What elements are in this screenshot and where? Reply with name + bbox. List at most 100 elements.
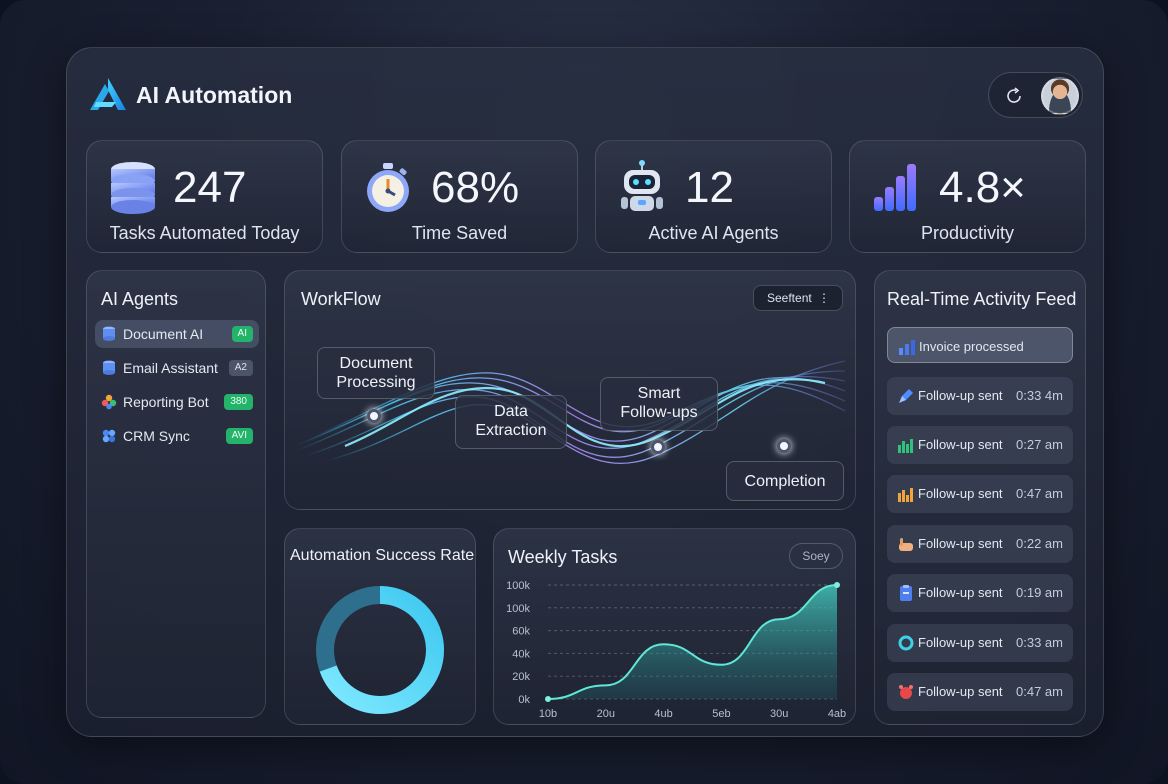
series-line xyxy=(547,584,838,700)
stat-value: 247 xyxy=(173,163,247,212)
agent-item-crm-sync[interactable]: CRM Sync AVI xyxy=(95,422,259,450)
database-icon xyxy=(103,326,115,341)
green-chart-icon xyxy=(898,439,913,453)
agent-item-email-assistant[interactable]: Email Assistant A2 xyxy=(95,354,259,382)
refresh-icon[interactable] xyxy=(1003,85,1025,107)
x-tick-label: 4ab xyxy=(828,708,846,720)
success-donut xyxy=(316,586,444,714)
pen-icon xyxy=(899,389,913,403)
feed-time: 0:22 am xyxy=(1016,536,1063,551)
feed-label: Follow-up sent xyxy=(918,536,1003,551)
y-tick-label: 100k xyxy=(506,603,530,615)
panel-title: Weekly Tasks xyxy=(508,547,618,567)
y-tick-label: 100k xyxy=(506,580,530,592)
x-tick-label: 30u xyxy=(770,708,788,720)
stat-label: Active AI Agents xyxy=(648,223,779,243)
database-icon xyxy=(111,162,155,214)
weekly-tasks-panel: Weekly Tasks Soey 0k 20k 40k 60k 100k 100k 10b… xyxy=(493,528,856,725)
x-tick-label: 4ub xyxy=(654,708,672,720)
agent-badge: 380 xyxy=(224,394,253,410)
feed-item[interactable]: Follow-up sent 0:19 am xyxy=(887,574,1073,612)
feed-item[interactable]: Invoice processed xyxy=(887,327,1073,363)
bar-chart-icon xyxy=(899,340,915,355)
workflow-node[interactable]: Document Processing xyxy=(317,347,435,399)
data-point xyxy=(834,582,840,588)
bar-chart-icon xyxy=(874,164,916,211)
area-fill xyxy=(548,585,837,699)
database-icon xyxy=(103,360,115,375)
feed-label: Follow-up sent xyxy=(918,437,1003,452)
workflow-step-dot xyxy=(367,409,381,423)
avatar[interactable] xyxy=(1041,77,1079,115)
workflow-step-dot xyxy=(651,440,665,454)
agent-badge: A2 xyxy=(228,360,253,376)
hand-icon xyxy=(899,538,913,551)
agent-badge: AVI xyxy=(225,428,253,444)
activity-feed-panel: Real-Time Activity Feed Invoice processe… xyxy=(874,270,1086,725)
chart-filter-button[interactable]: Soey xyxy=(789,543,843,569)
stat-card-tasks: 247 Tasks Automated Today xyxy=(86,140,323,253)
app-title: AI Automation xyxy=(136,82,293,108)
weekly-tasks-chart: 0k 20k 40k 60k 100k 100k 10b 20u 4ub 5eb 30u 4ab xyxy=(506,580,846,720)
stopwatch-icon xyxy=(367,163,409,212)
workflow-node[interactable]: Data Extraction xyxy=(455,395,567,449)
feed-item[interactable]: Follow-up sent 0:47 am xyxy=(887,673,1073,711)
workflow-node[interactable]: Completion xyxy=(726,461,844,501)
panel-title: WorkFlow xyxy=(301,289,381,309)
stat-card-agents: 12 Active AI Agents xyxy=(595,140,832,253)
stat-value: 4.8× xyxy=(939,163,1026,212)
feed-label: Follow-up sent xyxy=(918,585,1003,600)
stat-label: Tasks Automated Today xyxy=(109,223,300,243)
workflow-step-dot xyxy=(777,439,791,453)
stat-card-time: 68% Time Saved xyxy=(341,140,578,253)
agent-name: Email Assistant xyxy=(123,360,218,376)
agents-panel: AI Agents Document AI AI Email Assistant… xyxy=(86,270,266,718)
feed-label: Follow-up sent xyxy=(918,684,1003,699)
stat-value: 12 xyxy=(685,163,734,212)
feed-time: 0:33 4m xyxy=(1016,388,1063,403)
data-point xyxy=(545,696,551,702)
feed-item[interactable]: Follow-up sent 0:47 am xyxy=(887,475,1073,513)
feed-label: Follow-up sent xyxy=(918,388,1003,403)
robot-icon xyxy=(621,160,663,211)
workflow-node[interactable]: Smart Follow-ups xyxy=(600,377,718,431)
workflow-select[interactable]: Seeftent ⋮ xyxy=(753,285,843,311)
feed-item[interactable]: Follow-up sent 0:33 4m xyxy=(887,377,1073,415)
ring-icon xyxy=(898,635,914,651)
y-tick-label: 40k xyxy=(512,648,530,660)
feed-time: 0:19 am xyxy=(1016,585,1063,600)
stat-label: Productivity xyxy=(920,223,1015,243)
feed-label: Follow-up sent xyxy=(918,486,1003,501)
y-tick-label: 0k xyxy=(518,694,530,706)
x-tick-label: 5eb xyxy=(712,708,730,720)
y-tick-label: 20k xyxy=(512,671,530,683)
feed-item[interactable]: Follow-up sent 0:22 am xyxy=(887,525,1073,563)
agent-name: Reporting Bot xyxy=(123,394,209,410)
node-label: Completion xyxy=(744,473,826,490)
account-control[interactable] xyxy=(988,72,1083,118)
feed-time: 0:33 am xyxy=(1016,635,1063,650)
flower-icon xyxy=(101,394,117,410)
feed-label: Invoice processed xyxy=(919,339,1024,354)
agent-name: Document AI xyxy=(123,326,204,342)
x-tick-label: 20u xyxy=(597,708,615,720)
sync-icon xyxy=(102,429,116,443)
feed-label: Follow-up sent xyxy=(918,635,1003,650)
x-tick-label: 10b xyxy=(539,708,557,720)
panel-title: Real-Time Activity Feed xyxy=(887,289,1077,309)
stat-value: 68% xyxy=(431,163,520,212)
agent-item-reporting-bot[interactable]: Reporting Bot 380 xyxy=(95,388,259,416)
agent-item-document-ai[interactable]: Document AI AI xyxy=(95,320,259,348)
logo-icon xyxy=(90,78,126,110)
panel-title: AI Agents xyxy=(101,289,179,309)
node-label: Data Extraction xyxy=(475,403,547,439)
clipboard-icon xyxy=(900,585,912,601)
feed-item[interactable]: Follow-up sent 0:33 am xyxy=(887,624,1073,662)
feed-item[interactable]: Follow-up sent 0:27 am xyxy=(887,426,1073,464)
workflow-panel: WorkFlow Seeftent ⋮ Document Processing xyxy=(284,270,856,510)
alarm-icon xyxy=(899,685,913,699)
select-value: Seeftent xyxy=(767,291,812,305)
agent-badge: AI xyxy=(231,326,253,342)
node-label: Document Processing xyxy=(336,355,416,391)
feed-time: 0:27 am xyxy=(1016,437,1063,452)
